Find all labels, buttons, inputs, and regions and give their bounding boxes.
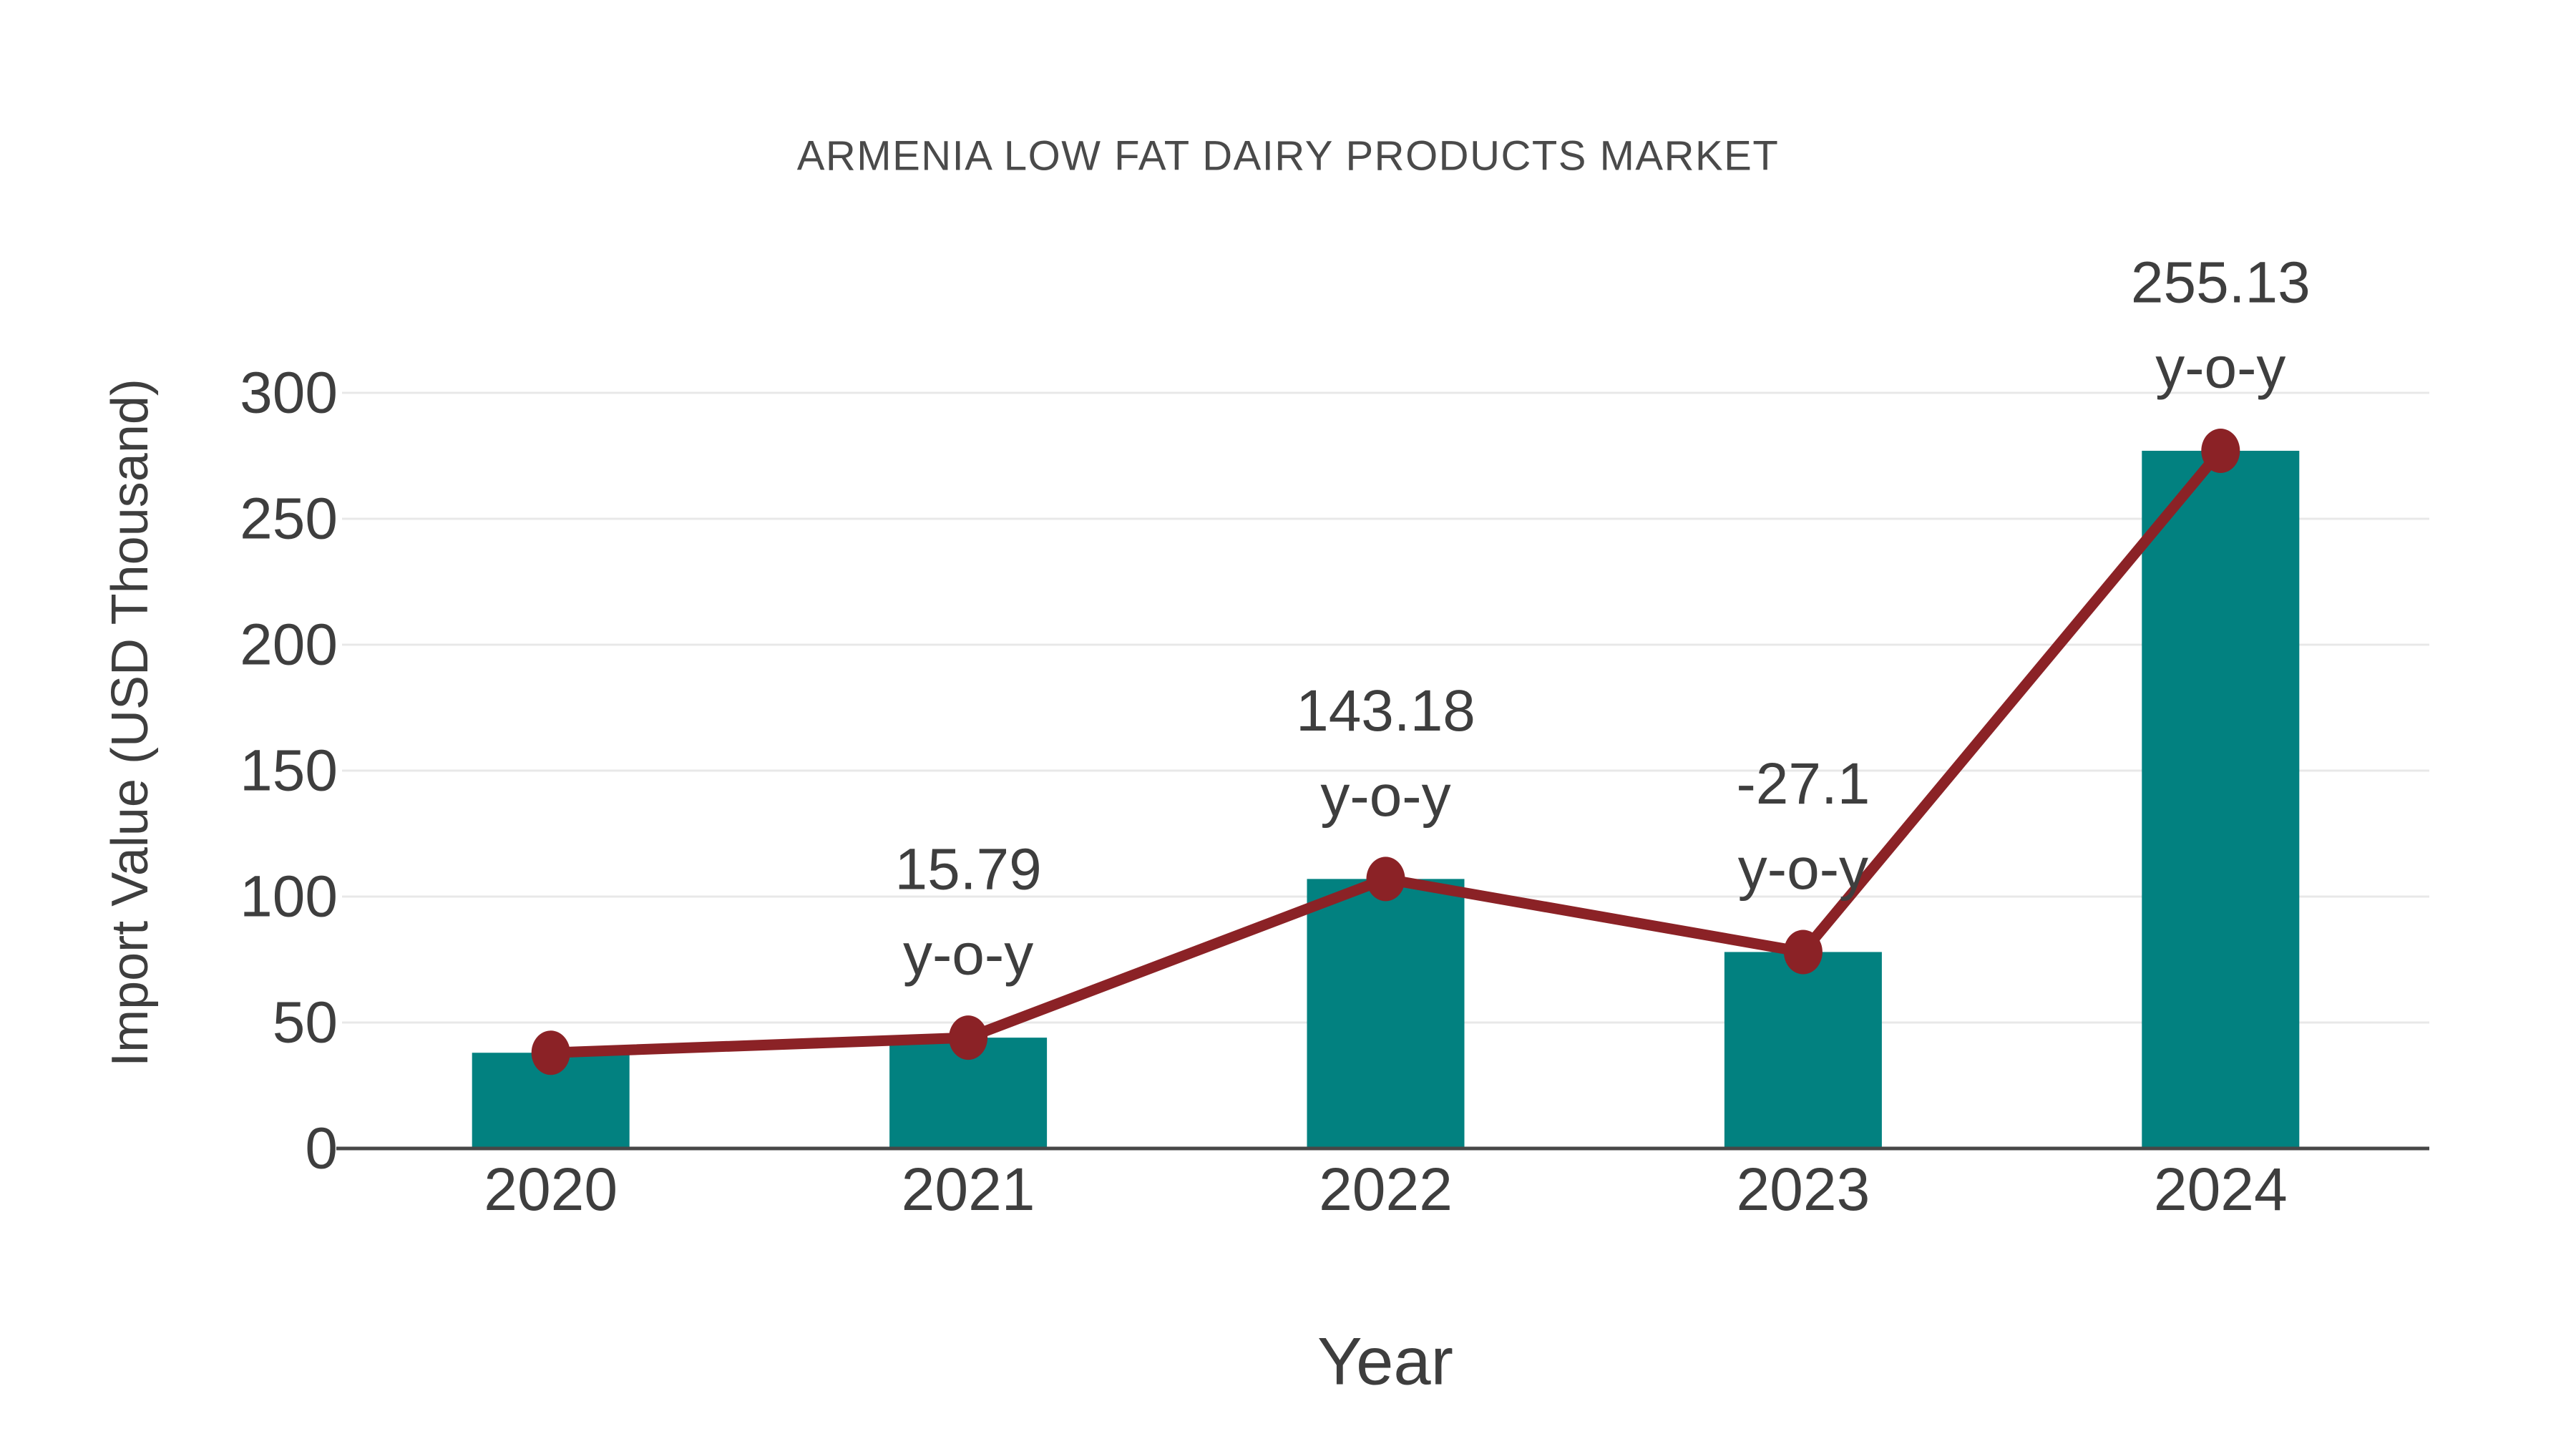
line-marker-2023 bbox=[1783, 930, 1823, 975]
y-tick-label-0: 0 bbox=[305, 1116, 338, 1181]
x-tick-label-2022: 2022 bbox=[1319, 1156, 1453, 1223]
y-tick-label-250: 250 bbox=[240, 487, 338, 552]
annotation-label-2023: y-o-y bbox=[1738, 836, 1868, 902]
x-tick-label-2024: 2024 bbox=[2154, 1156, 2288, 1223]
y-tick-label-200: 200 bbox=[240, 613, 338, 678]
annotation-value-2022: 143.18 bbox=[1296, 678, 1475, 743]
y-tick-label-100: 100 bbox=[240, 864, 338, 930]
y-tick-label-150: 150 bbox=[240, 738, 338, 804]
line-marker-2024 bbox=[2201, 428, 2240, 473]
line-marker-2021 bbox=[949, 1015, 988, 1060]
x-tick-label-2023: 2023 bbox=[1736, 1156, 1870, 1223]
annotation-value-2023: -27.1 bbox=[1736, 751, 1870, 816]
x-tick-label-2020: 2020 bbox=[484, 1156, 618, 1223]
annotation-label-2021: y-o-y bbox=[903, 922, 1033, 987]
annotation-label-2022: y-o-y bbox=[1320, 763, 1450, 829]
bar-2023 bbox=[1724, 952, 1882, 1148]
gridlines bbox=[342, 391, 2429, 1024]
chart-title: ARMENIA LOW FAT DAIRY PRODUCTS MARKET bbox=[797, 133, 1780, 180]
x-tick-label-2021: 2021 bbox=[902, 1156, 1035, 1223]
x-axis-title: Year bbox=[1317, 1324, 1453, 1399]
line-marker-2022 bbox=[1366, 857, 1405, 902]
annotation-value-2024: 255.13 bbox=[2131, 250, 2311, 315]
x-tick-labels: 2020 2021 2022 2023 2024 bbox=[484, 1156, 2287, 1223]
bar-2024 bbox=[2142, 450, 2300, 1148]
bar-2022 bbox=[1307, 879, 1465, 1148]
trend-line-series bbox=[531, 428, 2240, 1075]
line-marker-2020 bbox=[531, 1030, 570, 1075]
y-tick-label-50: 50 bbox=[273, 990, 338, 1055]
y-tick-label-300: 300 bbox=[240, 361, 338, 426]
y-tick-labels: 0 50 100 150 200 250 300 bbox=[240, 361, 338, 1181]
annotation-label-2024: y-o-y bbox=[2155, 335, 2285, 400]
annotations: 15.79 y-o-y 143.18 y-o-y -27.1 y-o-y 255.13 y-o… bbox=[894, 250, 2310, 987]
annotation-value-2021: 15.79 bbox=[894, 837, 1041, 902]
y-axis-title: Import Value (USD Thousand) bbox=[102, 379, 159, 1067]
